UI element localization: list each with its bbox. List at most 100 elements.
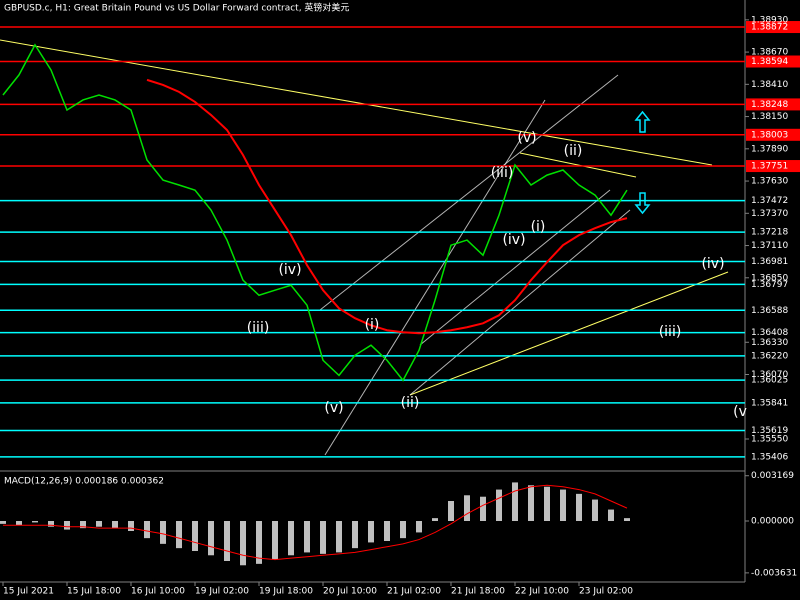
level-label: 1.38248 (751, 100, 788, 110)
y-tick-label: 1.37890 (751, 144, 788, 154)
chart-title: GBPUSD.c, H1: Great Britain Pound vs US … (4, 2, 349, 14)
y-tick-label: 1.38410 (751, 80, 788, 90)
macd-signal (3, 484, 628, 561)
level-label: 1.38003 (751, 130, 788, 140)
macd-bar (144, 521, 150, 539)
macd-bar (400, 521, 406, 539)
level-tag (746, 278, 800, 291)
macd-bar (576, 493, 582, 521)
level-label: 1.38594 (751, 57, 788, 67)
macd-bar (304, 521, 310, 553)
level-label: 1.37218 (751, 228, 788, 238)
wave-label: (iii) (247, 320, 270, 336)
level-tag (746, 396, 800, 409)
macd-bar (560, 489, 566, 521)
channel-line (319, 74, 619, 311)
macd-bar (112, 521, 118, 529)
level-label: 1.36408 (751, 328, 788, 338)
macd-bar (160, 521, 166, 544)
macd-bar (368, 521, 374, 543)
macd-bar (256, 521, 262, 564)
macd-bar (352, 521, 358, 549)
y-tick-label: 1.38670 (751, 48, 788, 58)
y-tick-label: 1.38930 (751, 15, 788, 25)
macd-bar (16, 521, 22, 526)
level-tag (746, 304, 800, 317)
macd-bar (416, 521, 422, 533)
y-tick-label: 1.37110 (751, 241, 788, 251)
macd-bar (608, 509, 614, 521)
wave-label: (iv) (701, 256, 724, 272)
level-tag (746, 194, 800, 207)
y-tick-label: 1.37630 (751, 177, 788, 187)
macd-bar (288, 521, 294, 556)
macd-bar (432, 518, 438, 521)
x-tick-label: 23 Jul 02:00 (579, 587, 633, 597)
macd-bar (48, 521, 54, 527)
level-tag (746, 374, 800, 387)
wave-label: (v (733, 404, 747, 420)
macd-bar (384, 521, 390, 541)
y-tick-label: 1.36850 (751, 273, 788, 283)
x-tick-label: 22 Jul 10:00 (515, 587, 569, 597)
macd-bar (320, 521, 326, 554)
macd-bar (448, 501, 454, 521)
channel-line (419, 189, 611, 346)
wave-label: (iii) (491, 165, 514, 181)
trend-line (519, 152, 637, 178)
macd-bar (464, 495, 470, 521)
level-label: 1.35619 (751, 426, 788, 436)
channel-line (324, 99, 546, 456)
macd-bar (272, 521, 278, 560)
macd-tick-label: -0.003631 (751, 568, 797, 578)
level-tag (746, 424, 800, 437)
level-tag (746, 21, 800, 34)
level-label: 1.36981 (751, 257, 788, 267)
x-tick-label: 15 Jul 2021 (3, 587, 54, 597)
level-label: 1.36025 (751, 376, 788, 386)
level-tag (746, 98, 800, 111)
y-tick-label: 1.36330 (751, 338, 788, 348)
y-tick-label: 1.35550 (751, 434, 788, 444)
level-label: 1.36588 (751, 306, 788, 316)
x-tick-label: 21 Jul 02:00 (387, 587, 441, 597)
macd-bar (336, 521, 342, 553)
moving-average (146, 78, 628, 335)
macd-tick-label: 0.000000 (751, 517, 794, 527)
macd-bar (176, 521, 182, 549)
macd-bar (80, 521, 86, 529)
level-tag (746, 160, 800, 173)
wave-label: (ii) (564, 143, 583, 159)
level-label: 1.35406 (751, 452, 788, 462)
level-tag (746, 349, 800, 362)
macd-bar (624, 518, 630, 521)
level-label: 1.37751 (751, 162, 788, 172)
macd-bar (224, 521, 230, 561)
macd-bar (192, 521, 198, 551)
wave-label: (i) (531, 219, 546, 235)
macd-bar (512, 482, 518, 521)
price-line (2, 43, 628, 382)
macd-bar (64, 521, 70, 530)
x-tick-label: 20 Jul 10:00 (323, 587, 377, 597)
macd-bar (592, 499, 598, 521)
macd-bar (96, 521, 102, 527)
wave-label: (v) (517, 130, 536, 146)
y-tick-label: 1.36070 (751, 370, 788, 380)
wave-label: (iv) (278, 262, 301, 278)
level-label: 1.35841 (751, 398, 788, 408)
x-tick-label: 16 Jul 10:00 (131, 587, 185, 597)
macd-bar (208, 521, 214, 556)
level-tag (746, 55, 800, 68)
level-tag (746, 128, 800, 141)
y-tick-label: 1.38150 (751, 112, 788, 122)
level-tag (746, 326, 800, 339)
level-label: 1.36797 (751, 280, 788, 290)
wave-label: (ii) (401, 395, 420, 411)
level-label: 1.36220 (751, 351, 788, 361)
macd-bar (496, 489, 502, 521)
wave-label: (iii) (659, 324, 682, 340)
wave-label: (v) (324, 400, 343, 416)
